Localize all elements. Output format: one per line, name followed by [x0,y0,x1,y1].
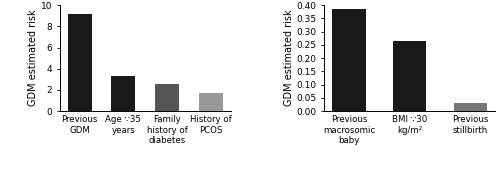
Bar [199,93,223,111]
Bar [332,9,366,111]
Bar [454,103,487,111]
Bar [393,41,426,111]
Bar [112,76,136,111]
Y-axis label: GDM estimated risk: GDM estimated risk [28,10,38,107]
Y-axis label: GDM estimated risk: GDM estimated risk [284,10,294,107]
Bar [68,14,92,111]
Bar [155,84,179,111]
